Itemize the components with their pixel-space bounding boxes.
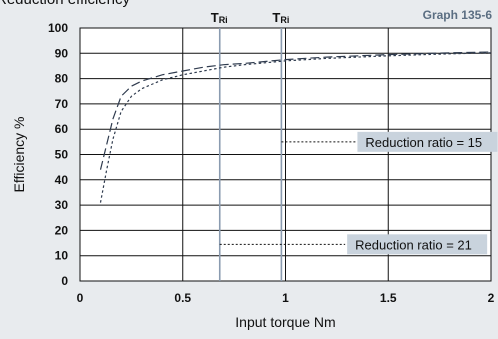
y-tick-label: 0 (61, 274, 68, 288)
y-tick-label: 90 (55, 46, 69, 60)
y-tick-label: 50 (55, 148, 69, 162)
tri-label: TRi (211, 10, 228, 25)
page-title: Reduction efficiency (0, 0, 130, 8)
x-tick-label: 0.5 (174, 291, 191, 305)
y-tick-label: 70 (55, 97, 69, 111)
tri-subscript: Ri (280, 15, 289, 25)
y-tick-label: 40 (55, 173, 69, 187)
x-tick-label: 1.5 (380, 291, 397, 305)
y-tick-label: 80 (55, 72, 69, 86)
x-tick-label: 1 (282, 291, 289, 305)
y-tick-label: 10 (55, 249, 69, 263)
series-line-ratio-15 (99, 51, 492, 170)
graph-id-label: Graph 135-6 (422, 8, 492, 22)
x-tick-label: 2 (488, 291, 495, 305)
y-tick-label: 100 (48, 21, 68, 35)
x-axis-label: Input torque Nm (235, 314, 335, 330)
annotation-box (347, 234, 488, 255)
tri-subscript: Ri (219, 15, 228, 25)
y-tick-label: 60 (55, 122, 69, 136)
y-axis-label: Efficiency % (11, 117, 27, 193)
annotation-label: Reduction ratio = 15 (365, 135, 482, 150)
tri-label: TRi (272, 10, 289, 25)
x-tick-label: 0 (77, 291, 84, 305)
plot-border (79, 27, 492, 282)
annotation-box (357, 131, 498, 152)
y-tick-label: 30 (55, 198, 69, 212)
annotation-label: Reduction ratio = 21 (355, 237, 472, 252)
y-tick-label: 20 (55, 223, 69, 237)
